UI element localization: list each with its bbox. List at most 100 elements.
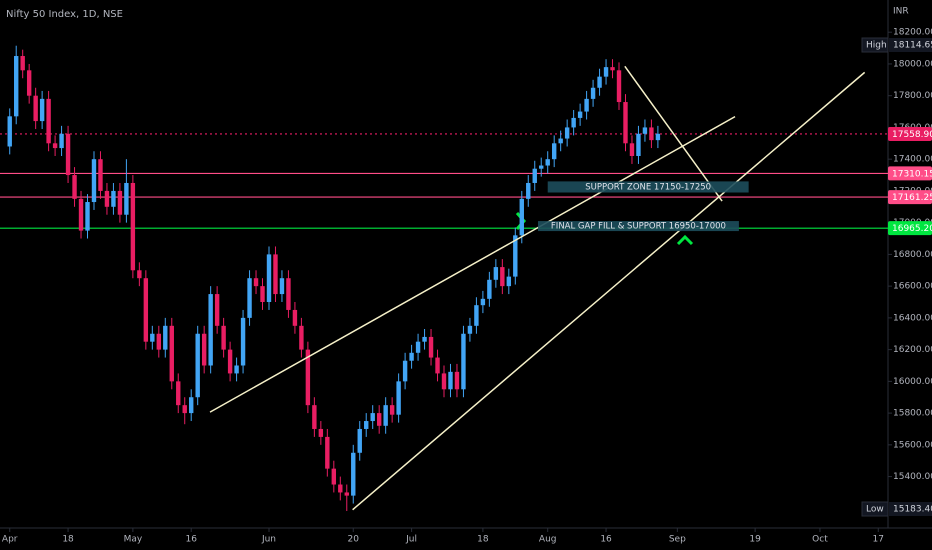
candle-body [597,76,602,88]
candle-body [603,67,609,77]
candle-body [39,98,45,122]
candle-body [655,133,661,141]
price-tag-label: 16965.20 [892,224,932,234]
x-tick-label: 17 [873,535,884,545]
x-tick-label: Jul [405,535,417,545]
candle-body [240,317,246,366]
marker-box [861,501,889,517]
candle-body [156,333,162,350]
candle-body [467,325,473,334]
x-tick-label: 20 [348,535,360,545]
candle-body [564,127,570,139]
candle-body [33,95,38,122]
x-tick-label: 16 [600,535,612,545]
price-tag [888,190,932,205]
candle-body [357,428,362,453]
candle-body [590,87,596,99]
candle-body [519,198,524,236]
x-tick-label: 18 [477,535,489,545]
candle-body [260,286,265,303]
trendline [209,115,736,413]
candle-body [351,452,356,496]
candle-body [318,428,324,437]
candle-body [493,267,499,280]
candle-body [577,111,583,118]
candle-body [649,127,654,141]
candle-body [111,190,116,207]
candle-body [325,436,330,469]
candle-body [14,56,19,117]
x-tick-label: Aug [539,535,557,545]
candle-body [487,279,492,299]
candle-body [480,298,486,306]
candle-body [383,405,388,426]
candle-body [65,133,71,176]
price-tag-label: 17161.25 [892,193,932,203]
x-tick-label: Sep [669,535,686,545]
candle-body [389,405,395,415]
zone-label: FINAL GAP FILL & SUPPORT 16950-17000 [551,222,726,232]
y-tick-label: 16200.00 [893,345,932,355]
y-tick-label: 15400.00 [893,472,932,482]
marker-value-box [889,502,932,516]
candle-body [214,294,220,326]
y-tick-label: 17800.00 [893,91,932,101]
candle-body [299,325,304,350]
candle-body [409,352,414,361]
candle-body [610,67,615,71]
candle-body [642,127,648,134]
candle-body [441,373,447,390]
candle-body [526,182,531,199]
candle-body [415,341,421,353]
x-tick-label: 18 [62,535,74,545]
x-tick-label: Apr [2,535,18,545]
candle-body [305,349,311,406]
candle-body [208,294,213,366]
candle-body [137,270,142,279]
candle-body [623,102,628,144]
y-tick-label: 15800.00 [893,409,932,419]
marker-box [861,37,889,53]
marker-value: 18114.65 [893,41,932,51]
candle-body [143,278,149,342]
candle-body [176,381,181,406]
candle-body [26,70,32,96]
candle-body [266,254,272,303]
candle-body [448,371,453,390]
y-tick-label: 16800.00 [893,250,932,260]
candle-body [558,138,563,144]
zone-label: SUPPORT ZONE 17150-17250 [585,182,711,192]
candle-body [474,305,479,326]
price-tag-label: 17310.15 [892,169,932,179]
candle-body [331,468,337,485]
candle-body [130,182,136,271]
marker-value-box [889,38,932,52]
y-tick-label: 18200.00 [893,28,932,38]
candle-body [513,235,518,277]
y-tick-label: 18000.00 [893,59,932,69]
candle-body [461,333,466,390]
x-tick-label: Oct [812,535,828,545]
price-tag-label: 17558.90 [892,130,932,140]
x-tick-label: May [124,535,143,545]
candle-body [312,405,317,429]
candle-body [629,143,635,157]
candle-body [616,70,622,103]
candle-body [117,190,123,215]
candle-body [98,159,103,191]
trendline [624,65,723,202]
candle-body [376,413,382,426]
candle-body [435,357,440,374]
candle-body [124,182,129,215]
marker-label: High [866,41,887,51]
candle-body [422,336,427,342]
candle-body [52,143,58,149]
zone-box [537,221,739,232]
price-tag [888,166,932,181]
candle-body [292,309,298,326]
candle-body [344,492,349,496]
marker-label: Low [866,505,884,515]
candle-body [279,278,285,295]
candle-body [545,159,550,166]
